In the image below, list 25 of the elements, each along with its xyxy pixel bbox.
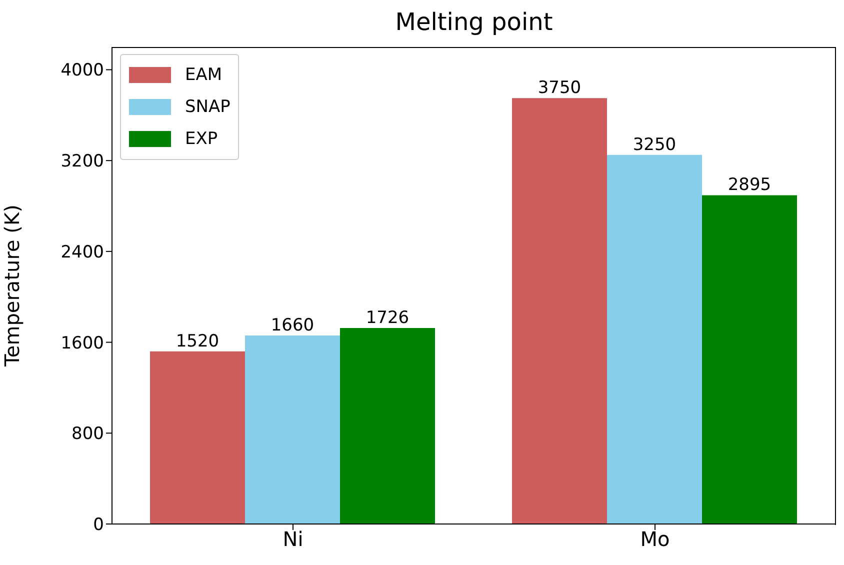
y-tick-label: 2400: [60, 242, 104, 262]
y-axis-title: Temperature (K): [0, 204, 24, 368]
x-tick-label: Ni: [282, 527, 304, 552]
data-label: 1520: [176, 331, 220, 352]
bar: [340, 328, 435, 524]
x-tick-label: Mo: [640, 527, 670, 552]
y-tick-label: 1600: [60, 333, 104, 354]
data-label: 1660: [270, 315, 314, 336]
y-tick-label: 800: [72, 424, 104, 444]
bar: [245, 335, 340, 524]
chart-title: Melting point: [394, 8, 554, 36]
bar: [512, 98, 607, 524]
bar: [150, 351, 245, 524]
data-label: 3750: [538, 78, 582, 98]
y-tick-label: 4000: [60, 60, 104, 81]
y-tick-label: 0: [93, 515, 104, 536]
bar: [702, 195, 797, 524]
legend-label: SNAP: [185, 97, 230, 117]
y-tick-label: 3200: [60, 152, 104, 172]
data-label: 3250: [632, 134, 676, 155]
bar: [607, 154, 702, 524]
legend-label: EXP: [185, 129, 218, 149]
data-label: 1726: [366, 308, 410, 328]
data-label: 2895: [728, 175, 772, 196]
legend-label: EAM: [185, 65, 222, 85]
